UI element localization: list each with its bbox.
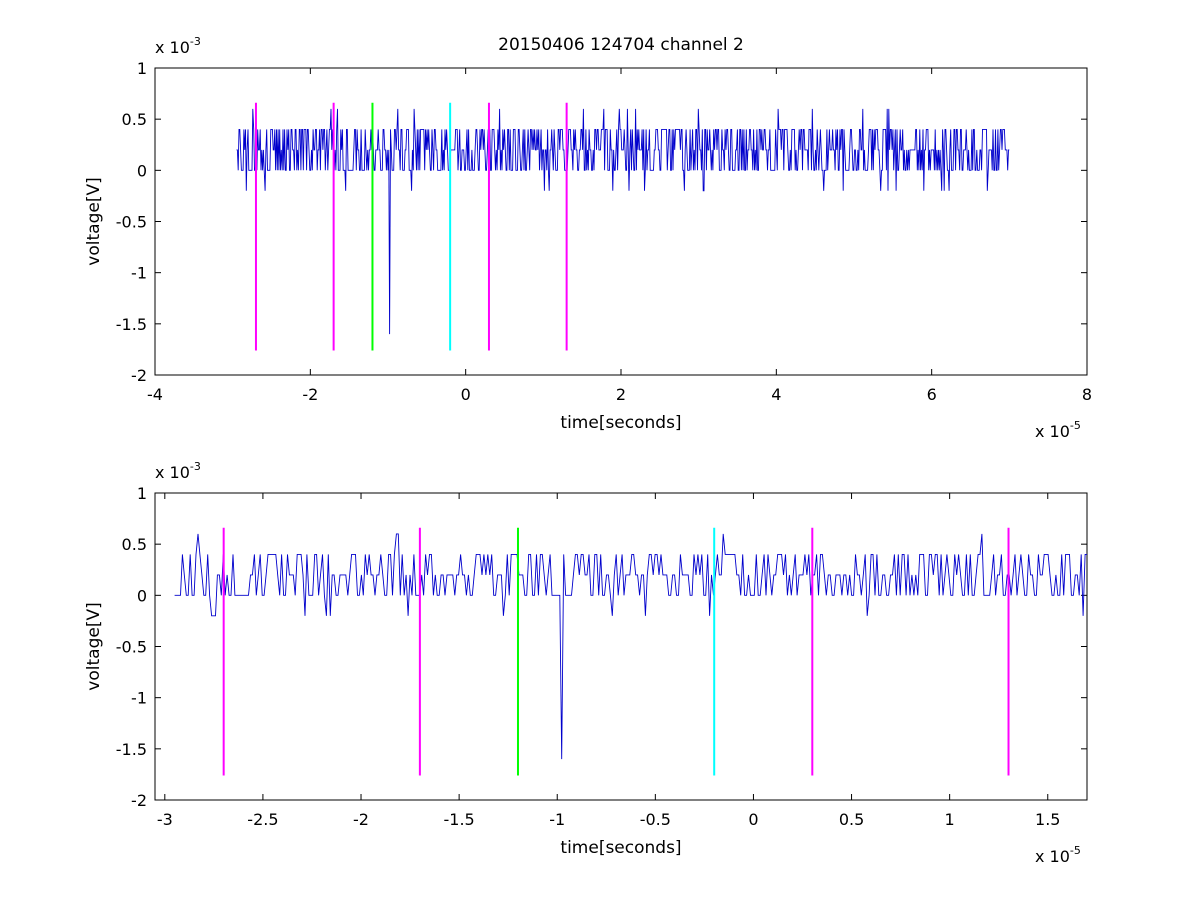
y-tick-label: -1 [131, 264, 147, 283]
x-tick-label: -2 [353, 810, 369, 829]
y-tick-label: 0.5 [122, 535, 147, 554]
y-tick-label: -0.5 [116, 213, 147, 232]
x-tick-label: -1 [549, 810, 565, 829]
y-axis-multiplier: x 10-3 [155, 460, 201, 482]
x-axis-multiplier: x 10-5 [1035, 419, 1081, 441]
x-multiplier-exp: -5 [1070, 844, 1081, 857]
x-multiplier-base: x 10 [1035, 847, 1070, 866]
x-axis-multiplier: x 10-5 [1035, 844, 1081, 866]
y-multiplier-exp: -3 [190, 460, 201, 473]
x-tick-label: 6 [927, 385, 937, 404]
x-tick-label: -1.5 [444, 810, 475, 829]
x-axis-label: time[seconds] [560, 413, 681, 433]
x-axis-label: time[seconds] [560, 838, 681, 858]
x-tick-label: 1 [945, 810, 955, 829]
y-axis-multiplier: x 10-3 [155, 35, 201, 57]
top-axes: 20150406 124704 channel 2-4 -2 0 2 4 6 8-2-1.5… [84, 35, 1092, 441]
y-tick-label: 1 [137, 59, 147, 78]
x-tick-label: -3 [157, 810, 173, 829]
x-tick-label: 8 [1082, 385, 1092, 404]
x-multiplier-exp: -5 [1070, 419, 1081, 432]
x-tick-label: 1.5 [1035, 810, 1060, 829]
y-tick-label: 0 [137, 586, 147, 605]
y-axis-label: voltage[V] [84, 602, 104, 690]
y-tick-label: 1 [137, 484, 147, 503]
voltage-trace [236, 108, 1010, 335]
x-tick-label: 0 [748, 810, 758, 829]
y-multiplier-base: x 10 [155, 38, 190, 57]
x-tick-label: 4 [771, 385, 781, 404]
x-tick-label: 0.5 [839, 810, 864, 829]
y-multiplier-exp: -3 [190, 35, 201, 48]
chart-title: 20150406 124704 channel 2 [498, 35, 744, 55]
y-multiplier-base: x 10 [155, 463, 190, 482]
y-tick-label: -0.5 [116, 638, 147, 657]
y-tick-label: -2 [131, 366, 147, 385]
bottom-axes: -3 -2.5 -2 -1.5 -1 -0.5 0 0.5 1 1.5 -2 -1.5 -1 -0.5 0 0… [84, 460, 1088, 866]
x-tick-label: -0.5 [640, 810, 671, 829]
y-tick-label: -1.5 [116, 315, 147, 334]
y-tick-label: 0 [137, 161, 147, 180]
y-tick-label: -1 [131, 689, 147, 708]
y-tick-label: -2 [131, 791, 147, 810]
x-tick-label: -4 [147, 385, 163, 404]
y-tick-label: 0.5 [122, 110, 147, 129]
x-multiplier-base: x 10 [1035, 422, 1070, 441]
x-tick-label: 2 [616, 385, 626, 404]
y-tick-label: -1.5 [116, 740, 147, 759]
voltage-trace [174, 533, 1087, 760]
x-tick-label: 0 [461, 385, 471, 404]
x-tick-label: -2 [302, 385, 318, 404]
x-tick-label: -2.5 [247, 810, 278, 829]
y-axis-label: voltage[V] [84, 177, 104, 265]
